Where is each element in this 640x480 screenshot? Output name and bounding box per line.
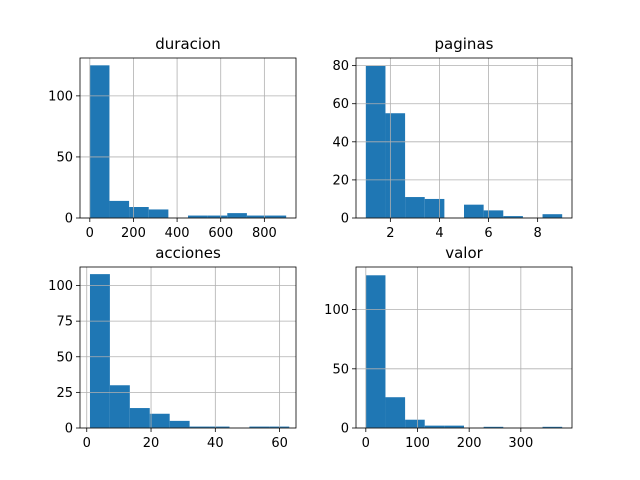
histogram-bar bbox=[464, 204, 484, 218]
y-tick-label: 40 bbox=[332, 135, 349, 150]
y-tick-label: 0 bbox=[341, 212, 349, 227]
x-tick-label: 40 bbox=[207, 436, 224, 451]
y-tick-label: 20 bbox=[332, 173, 349, 188]
axes-frame bbox=[79, 57, 297, 219]
subplot-acciones: 0 20 40 60 0 25 50 75 100 acciones bbox=[48, 244, 297, 451]
axes-frame bbox=[355, 266, 573, 429]
histogram-bar bbox=[129, 207, 149, 218]
x-tick-label: 300 bbox=[508, 436, 533, 451]
histogram-bar bbox=[246, 215, 267, 218]
histogram-bar bbox=[169, 420, 190, 428]
subplot-title: duracion bbox=[155, 35, 221, 53]
histogram-bar bbox=[385, 397, 406, 428]
histogram-bar bbox=[365, 275, 386, 428]
x-tick-label: 20 bbox=[143, 436, 160, 451]
subplot-title: acciones bbox=[155, 244, 221, 262]
x-tick-label: 0 bbox=[83, 436, 91, 451]
histogram-bar bbox=[542, 426, 563, 428]
histogram-bar bbox=[109, 200, 130, 218]
y-tick-label: 60 bbox=[332, 97, 349, 112]
x-tick-label: 400 bbox=[165, 226, 190, 241]
subplot-title: paginas bbox=[435, 35, 494, 53]
histogram-bar bbox=[149, 413, 170, 428]
histogram-bar bbox=[249, 426, 270, 428]
histogram-bar bbox=[266, 215, 287, 218]
x-tick-label: 200 bbox=[457, 436, 482, 451]
histogram-bar bbox=[444, 425, 464, 428]
x-tick-label: 0 bbox=[86, 226, 94, 241]
y-tick-label: 0 bbox=[65, 212, 73, 227]
y-tick-label: 25 bbox=[56, 386, 73, 401]
histogram-bar bbox=[405, 197, 425, 218]
histogram-bar bbox=[89, 65, 110, 218]
histogram-bar bbox=[148, 209, 169, 218]
histogram-bar bbox=[385, 113, 406, 218]
x-tick-label: 60 bbox=[271, 436, 288, 451]
x-tick-label: 600 bbox=[208, 226, 233, 241]
histogram-bar bbox=[207, 215, 228, 218]
y-tick-label: 100 bbox=[48, 89, 73, 104]
histogram-bar bbox=[189, 426, 210, 428]
y-tick-label: 50 bbox=[56, 350, 73, 365]
axes-frame bbox=[355, 57, 573, 219]
axes-frame bbox=[79, 266, 297, 429]
histogram-bar bbox=[188, 215, 208, 218]
x-tick-label: 2 bbox=[386, 226, 394, 241]
x-tick-label: 0 bbox=[362, 436, 370, 451]
histogram-bar bbox=[209, 426, 230, 428]
histogram-bar bbox=[129, 408, 150, 428]
y-tick-label: 50 bbox=[56, 150, 73, 165]
histogram-bar bbox=[542, 214, 563, 218]
histogram-bar bbox=[109, 385, 130, 428]
y-tick-label: 75 bbox=[56, 315, 73, 330]
histogram-bar bbox=[89, 274, 110, 428]
x-tick-label: 800 bbox=[252, 226, 277, 241]
x-tick-label: 100 bbox=[405, 436, 430, 451]
y-tick-label: 100 bbox=[324, 303, 349, 318]
histogram-bar bbox=[424, 425, 445, 428]
x-tick-label: 8 bbox=[533, 226, 541, 241]
histogram-bar bbox=[405, 419, 425, 428]
y-tick-label: 100 bbox=[48, 279, 73, 294]
y-tick-label: 50 bbox=[332, 362, 349, 377]
x-tick-label: 4 bbox=[435, 226, 443, 241]
histogram-bar bbox=[503, 216, 523, 218]
histogram-bar bbox=[424, 198, 445, 218]
subplot-valor: 0 100 200 300 0 50 100 valor bbox=[324, 244, 573, 451]
subplot-duracion: 0 200 400 600 800 0 50 100 duracion bbox=[48, 35, 297, 241]
y-tick-label: 0 bbox=[65, 422, 73, 437]
histogram-bar bbox=[483, 210, 504, 218]
histogram-bar bbox=[483, 426, 504, 428]
x-tick-label: 6 bbox=[484, 226, 492, 241]
y-tick-label: 0 bbox=[341, 422, 349, 437]
y-tick-label: 80 bbox=[332, 59, 349, 74]
subplot-title: valor bbox=[445, 244, 483, 262]
histogram-bar bbox=[227, 213, 247, 218]
x-tick-label: 200 bbox=[121, 226, 146, 241]
